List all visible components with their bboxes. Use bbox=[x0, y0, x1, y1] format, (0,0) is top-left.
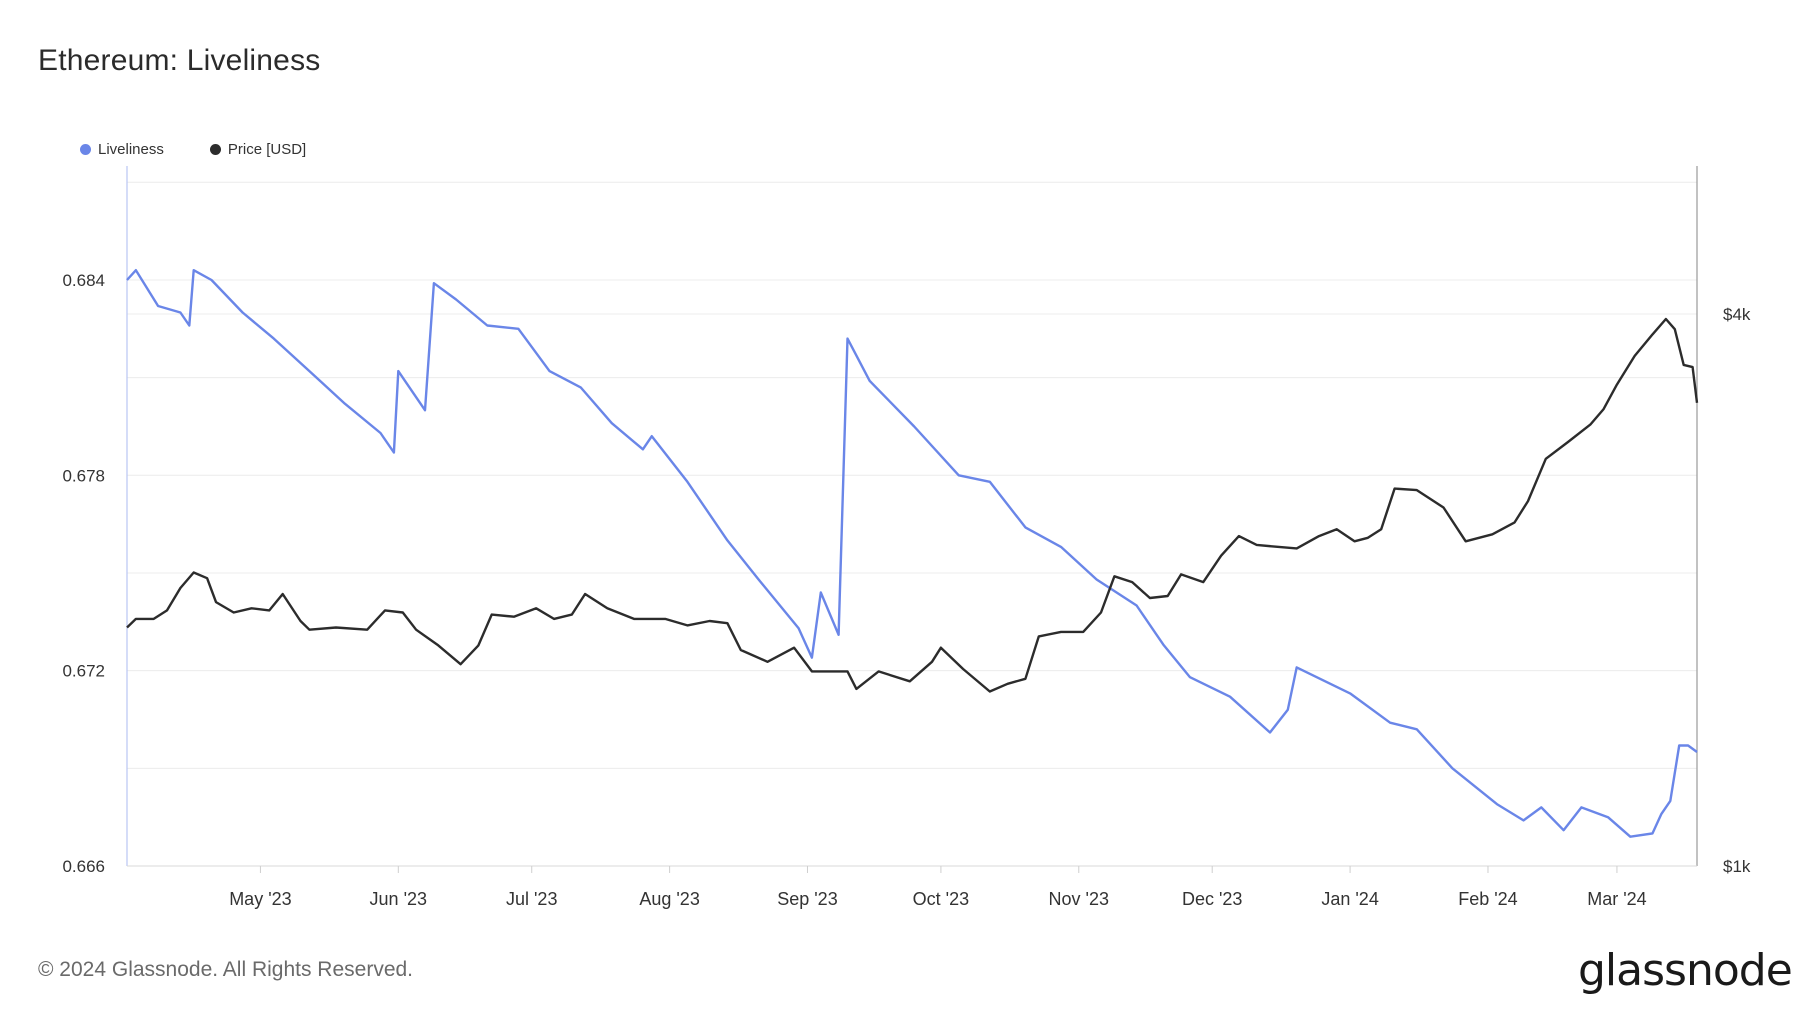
y-right-tick-label: $1k bbox=[1723, 857, 1751, 876]
legend-item-liveliness[interactable]: Liveliness bbox=[80, 141, 164, 158]
legend-dot-icon bbox=[80, 144, 91, 155]
y-left-tick-label: 0.678 bbox=[62, 466, 105, 485]
price-line bbox=[126, 317, 1699, 693]
legend-item-price[interactable]: Price [USD] bbox=[209, 141, 307, 158]
copyright-text: © 2024 Glassnode. All Rights Reserved. bbox=[38, 958, 414, 981]
x-tick-label: May '23 bbox=[229, 889, 291, 909]
chart-title: Ethereum: Liveliness bbox=[38, 44, 321, 77]
y-left-tick-label: 0.666 bbox=[62, 857, 105, 876]
x-tick-label: Sep '23 bbox=[777, 889, 838, 909]
legend-label: Price [USD] bbox=[227, 141, 307, 158]
x-tick-label: Dec '23 bbox=[1182, 889, 1242, 909]
legend-dot-icon bbox=[209, 144, 221, 155]
y-right-tick-label: $4k bbox=[1723, 305, 1751, 324]
x-tick-label: Oct '23 bbox=[913, 889, 969, 909]
chart-legend: Liveliness Price [USD] bbox=[80, 141, 306, 158]
y-left-tick-label: 0.672 bbox=[62, 662, 105, 681]
x-tick-label: Mar '24 bbox=[1587, 889, 1646, 909]
glassnode-logo: glassnode bbox=[1578, 945, 1793, 996]
x-tick-label: Jul '23 bbox=[506, 889, 557, 909]
y-left-tick-label: 0.684 bbox=[62, 271, 105, 290]
x-tick-label: Aug '23 bbox=[639, 889, 700, 909]
x-tick-label: Feb '24 bbox=[1458, 889, 1517, 909]
liveliness-line bbox=[126, 269, 1698, 838]
x-tick-label: Jan '24 bbox=[1321, 889, 1378, 909]
x-tick-label: Jun '23 bbox=[370, 889, 427, 909]
legend-label: Liveliness bbox=[98, 141, 164, 158]
x-tick-label: Nov '23 bbox=[1049, 889, 1109, 909]
